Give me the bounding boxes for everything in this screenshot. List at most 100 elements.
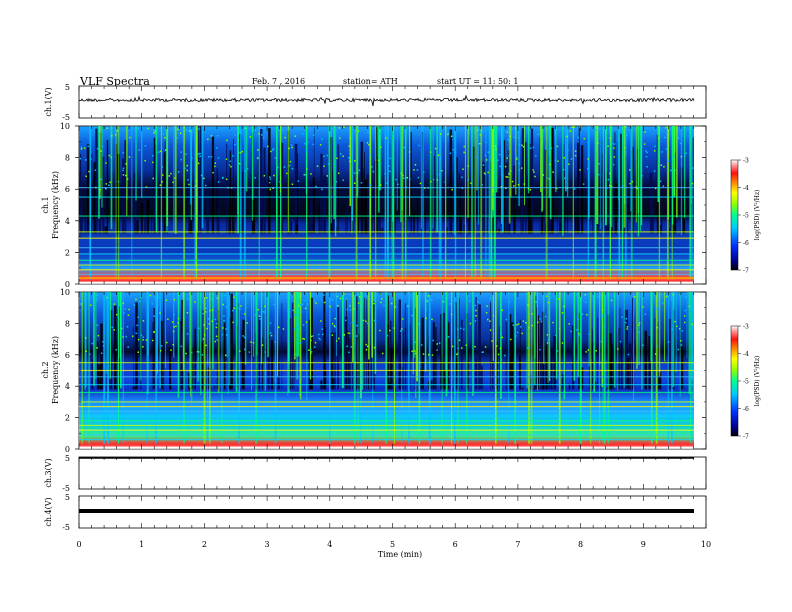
- noise-column: [110, 310, 113, 390]
- spectral-speckle: [656, 326, 658, 329]
- noise-column: [498, 228, 500, 234]
- spectral-speckle: [656, 345, 658, 347]
- spectral-speckle: [645, 150, 647, 152]
- spectral-speckle: [202, 338, 205, 340]
- spectral-speckle: [356, 324, 358, 327]
- sferic-spike: [488, 126, 491, 281]
- noise-column: [372, 301, 376, 390]
- spectral-speckle: [335, 340, 338, 342]
- sferic-spike: [541, 126, 543, 212]
- spectral-speckle: [135, 332, 138, 335]
- sferic-spike: [392, 126, 395, 281]
- colorbar-tick-label: -7: [743, 434, 749, 441]
- spectral-speckle: [612, 163, 615, 166]
- sferic-spike: [81, 292, 83, 446]
- spectral-speckle: [349, 309, 352, 311]
- spectral-speckle: [578, 332, 580, 335]
- sferic-spike: [328, 126, 331, 281]
- noise-column: [290, 221, 292, 234]
- spectral-speckle: [585, 351, 587, 353]
- noise-column: [557, 214, 558, 234]
- spectral-speckle: [305, 150, 308, 152]
- spectral-speckle: [331, 299, 334, 301]
- spectral-speckle: [611, 129, 614, 131]
- noise-column: [444, 370, 447, 390]
- spectral-speckle: [194, 185, 197, 187]
- spectral-speckle: [122, 167, 125, 170]
- sferic-spike: [306, 292, 308, 401]
- spectral-speckle: [323, 165, 325, 168]
- sferic-spike: [623, 126, 626, 228]
- noise-column: [627, 357, 630, 390]
- spectral-speckle: [587, 158, 589, 160]
- narrowband-line: [79, 259, 694, 261]
- spectral-speckle: [518, 168, 521, 171]
- noise-column: [241, 172, 243, 234]
- sferic-spike: [432, 126, 434, 229]
- spectral-speckle: [180, 345, 182, 348]
- spectral-speckle: [288, 147, 290, 150]
- noise-column: [644, 330, 647, 390]
- spectral-speckle: [338, 137, 341, 139]
- noise-column: [551, 127, 554, 234]
- spectral-speckle: [578, 334, 580, 337]
- sferic-spike: [166, 126, 168, 232]
- noise-column: [308, 319, 311, 390]
- spectral-speckle: [157, 151, 160, 153]
- spectral-speckle: [167, 318, 169, 320]
- spectral-speckle: [432, 178, 435, 181]
- sferic-spike: [601, 292, 604, 387]
- noise-column: [230, 293, 233, 390]
- narrowband-line: [79, 269, 694, 271]
- spectral-speckle: [225, 178, 228, 181]
- spectral-speckle: [157, 296, 159, 299]
- spectral-speckle: [576, 329, 578, 331]
- spectral-speckle: [520, 326, 522, 328]
- sferic-spike: [500, 126, 503, 224]
- spectral-speckle: [588, 333, 591, 336]
- spectral-speckle: [408, 151, 411, 153]
- spectral-speckle: [93, 319, 96, 322]
- sferic-spike: [221, 292, 223, 446]
- spectral-speckle: [416, 169, 419, 171]
- spectral-speckle: [413, 169, 415, 171]
- spectral-speckle: [233, 307, 235, 310]
- sferic-spike: [190, 126, 192, 205]
- noise-column: [270, 340, 274, 390]
- spectral-speckle: [481, 351, 484, 354]
- spectral-speckle: [425, 309, 427, 311]
- spectral-speckle: [653, 170, 656, 172]
- noise-column: [114, 305, 117, 390]
- noise-column: [520, 165, 522, 234]
- sferic-spike: [624, 126, 627, 281]
- spectral-speckle: [515, 335, 517, 337]
- spectral-speckle: [492, 314, 495, 317]
- noise-column: [218, 206, 220, 234]
- sferic-spike: [359, 292, 362, 446]
- ch1-spectrogram-image: [79, 126, 706, 284]
- spectral-speckle: [254, 314, 257, 316]
- y-tick-label: 4: [65, 382, 70, 391]
- spectral-speckle: [662, 302, 664, 305]
- noise-column: [651, 208, 654, 234]
- noise-column: [346, 203, 348, 234]
- spectral-speckle: [397, 183, 399, 186]
- spectral-speckle: [244, 127, 247, 130]
- no-data-region: [694, 126, 706, 284]
- spectral-speckle: [210, 298, 213, 300]
- spectral-speckle: [339, 297, 342, 300]
- spectral-speckle: [263, 136, 265, 139]
- sferic-spike: [593, 292, 596, 392]
- spectral-speckle: [508, 301, 511, 303]
- sferic-spike: [279, 126, 282, 281]
- spectral-speckle: [691, 182, 694, 185]
- spectral-speckle: [252, 341, 255, 344]
- spectral-speckle: [337, 337, 340, 340]
- spectral-speckle: [651, 324, 653, 327]
- spectral-speckle: [370, 305, 373, 307]
- spectral-speckle: [413, 350, 416, 352]
- spectral-speckle: [222, 176, 224, 179]
- spectral-speckle: [122, 302, 124, 305]
- spectral-speckle: [386, 182, 388, 185]
- spectral-speckle: [470, 182, 472, 184]
